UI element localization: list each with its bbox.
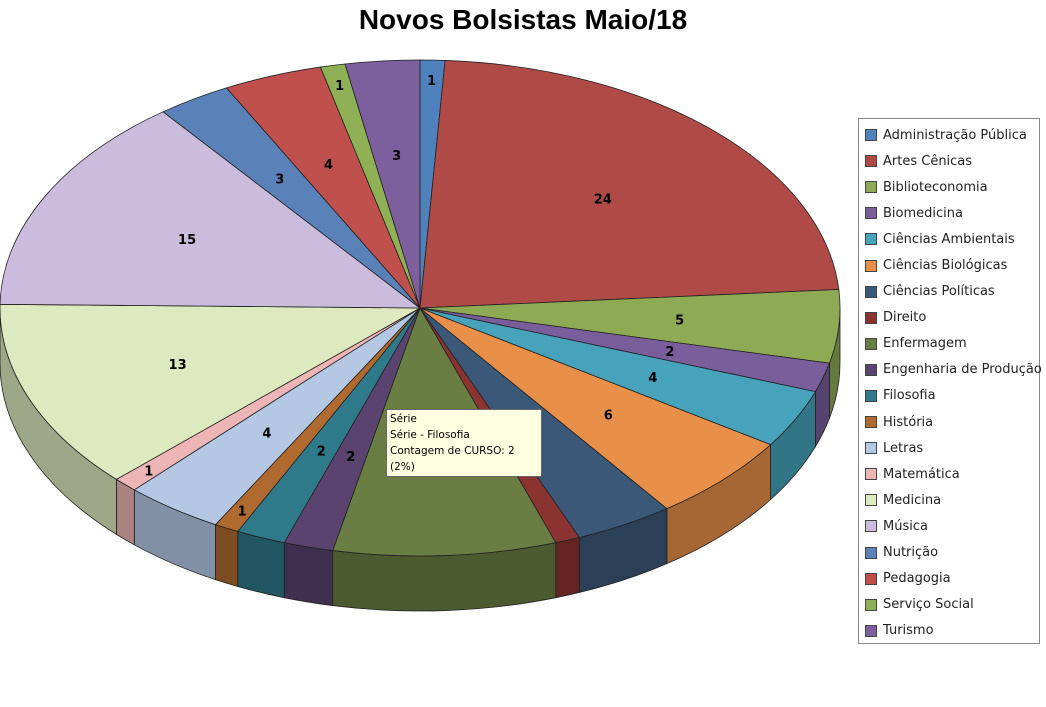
- pie-slice-14[interactable]: [0, 303, 422, 480]
- tooltip: Série Série - Filosofia Contagem de CURS…: [386, 409, 542, 477]
- legend-label: Enfermagem: [883, 336, 967, 352]
- data-label-12: 4: [262, 426, 271, 441]
- data-label-13: 1: [144, 465, 153, 480]
- legend-swatch: [865, 363, 877, 376]
- data-label-11: 1: [237, 505, 246, 520]
- data-label-15: 15: [178, 233, 196, 248]
- legend-label: Letras: [883, 440, 924, 456]
- legend-item[interactable]: Biblioteconomia: [865, 174, 1039, 200]
- legend-swatch: [865, 546, 877, 559]
- legend-label: Ciências Ambientais: [883, 231, 1015, 247]
- legend-swatch: [865, 181, 877, 194]
- pie-slice-1[interactable]: [419, 60, 840, 309]
- legend-label: Serviço Social: [883, 597, 974, 613]
- legend-label: Turismo: [883, 623, 934, 639]
- legend-swatch: [865, 624, 877, 637]
- legend-label: Artes Cênicas: [883, 153, 973, 169]
- legend-swatch: [865, 259, 877, 272]
- legend-swatch: [865, 129, 877, 142]
- legend-item[interactable]: Nutrição: [865, 540, 1039, 566]
- tooltip-point: Série - Filosofia: [390, 429, 470, 441]
- pie-slice-15[interactable]: [0, 111, 422, 309]
- legend-item[interactable]: Ciências Biológicas: [865, 252, 1039, 278]
- legend-label: Ciências Biológicas: [883, 258, 1008, 274]
- legend-label: Ciências Políticas: [883, 284, 995, 300]
- pie-side-9[interactable]: [283, 542, 334, 607]
- data-label-1: 24: [594, 192, 612, 207]
- legend-item[interactable]: Enfermagem: [865, 331, 1039, 357]
- data-label-10: 2: [317, 444, 326, 459]
- legend-item[interactable]: Ciências Políticas: [865, 279, 1039, 305]
- legend-item[interactable]: Biomedicina: [865, 200, 1039, 226]
- legend-item[interactable]: Engenharia de Produção: [865, 357, 1042, 383]
- legend-swatch: [865, 494, 877, 507]
- legend-swatch: [865, 337, 877, 350]
- legend-item[interactable]: Música: [865, 513, 1039, 539]
- legend-item[interactable]: Turismo: [865, 618, 1039, 644]
- legend-item[interactable]: Ciências Ambientais: [865, 226, 1039, 252]
- tooltip-value: Contagem de CURSO: 2 (2%): [390, 445, 515, 473]
- legend-label: Nutrição: [883, 545, 939, 561]
- legend-item[interactable]: Serviço Social: [865, 592, 1039, 618]
- data-label-4: 4: [648, 371, 657, 386]
- legend-swatch: [865, 311, 877, 324]
- legend: Administração Pública Artes Cênicas Biblio…: [858, 118, 1042, 644]
- legend-item[interactable]: Letras: [865, 435, 1039, 461]
- pie-side-11[interactable]: [215, 524, 239, 587]
- legend-swatch: [865, 598, 877, 611]
- legend-label: Engenharia de Produção: [883, 362, 1042, 378]
- legend-swatch: [865, 468, 877, 481]
- pie-slice-5[interactable]: [419, 307, 772, 510]
- legend-swatch: [865, 389, 877, 402]
- legend-item[interactable]: Pedagogia: [865, 566, 1039, 592]
- legend-swatch: [865, 233, 877, 246]
- data-label-17: 4: [324, 158, 333, 173]
- legend-label: Biomedicina: [883, 205, 963, 221]
- data-label-14: 13: [169, 358, 187, 373]
- legend-label: Matemática: [883, 466, 960, 482]
- data-label-19: 3: [392, 149, 401, 164]
- data-label-3: 2: [665, 345, 674, 360]
- data-label-9: 2: [346, 450, 355, 465]
- legend-swatch: [865, 416, 877, 429]
- legend-label: Filosofia: [883, 388, 936, 404]
- chart-title: Novos Bolsistas Maio/18: [358, 4, 688, 35]
- legend-label: Biblioteconomia: [883, 179, 988, 195]
- pie-side-7[interactable]: [555, 536, 580, 599]
- legend-item[interactable]: História: [865, 409, 1039, 435]
- legend-item[interactable]: Filosofia: [865, 383, 1039, 409]
- data-label-0: 1: [427, 74, 436, 89]
- legend-swatch: [865, 207, 877, 220]
- legend-label: História: [883, 414, 934, 430]
- pie-slice-19[interactable]: [344, 59, 421, 309]
- legend-label: Música: [883, 518, 928, 534]
- data-label-16: 3: [275, 172, 284, 187]
- legend-swatch: [865, 572, 877, 585]
- data-label-2: 5: [675, 313, 684, 328]
- legend-label: Medicina: [883, 492, 942, 508]
- legend-item[interactable]: Direito: [865, 305, 1039, 331]
- legend-label: Direito: [883, 310, 927, 326]
- legend-item[interactable]: Artes Cênicas: [865, 148, 1039, 174]
- legend-item[interactable]: Medicina: [865, 487, 1039, 513]
- pie-side-13[interactable]: [116, 478, 135, 546]
- legend-label: Pedagogia: [883, 571, 951, 587]
- legend-item[interactable]: Matemática: [865, 461, 1039, 487]
- data-label-18: 1: [335, 79, 344, 94]
- legend-swatch: [865, 442, 877, 455]
- legend-swatch: [865, 285, 877, 298]
- legend-label: Administração Pública: [883, 127, 1027, 143]
- tooltip-series: Série: [390, 413, 417, 425]
- legend-swatch: [865, 155, 877, 168]
- legend-item[interactable]: Administração Pública: [865, 122, 1039, 148]
- data-label-5: 6: [604, 408, 613, 423]
- legend-swatch: [865, 520, 877, 533]
